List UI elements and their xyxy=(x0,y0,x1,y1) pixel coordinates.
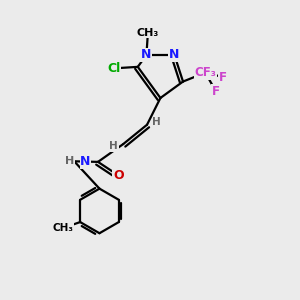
Text: CH₃: CH₃ xyxy=(52,223,74,233)
Text: H: H xyxy=(65,156,74,166)
Text: H: H xyxy=(110,141,118,152)
Text: F: F xyxy=(212,85,220,98)
Text: N: N xyxy=(169,49,180,62)
Text: CF₃: CF₃ xyxy=(194,66,216,79)
Text: CH₃: CH₃ xyxy=(137,28,159,38)
Text: N: N xyxy=(141,49,152,62)
Text: F: F xyxy=(219,70,227,84)
Text: H: H xyxy=(152,117,161,128)
Text: O: O xyxy=(113,169,124,182)
Text: Cl: Cl xyxy=(107,62,121,75)
Text: N: N xyxy=(80,155,91,168)
